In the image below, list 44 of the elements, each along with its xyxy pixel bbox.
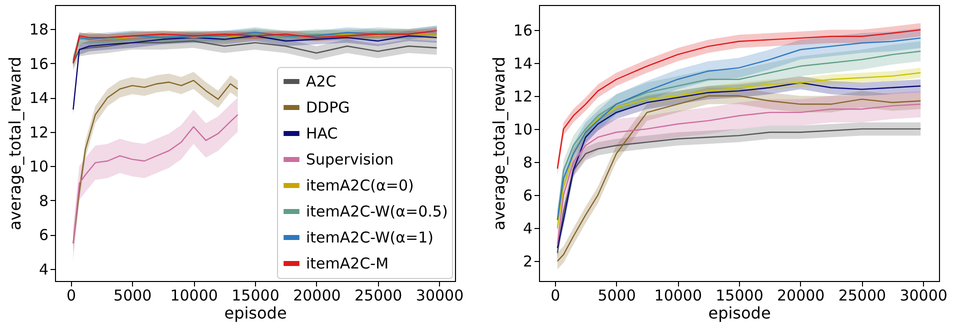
y-tick-label: 8 <box>38 192 48 210</box>
x-tick-label: 25000 <box>354 286 402 304</box>
x-tick-label: 20000 <box>776 286 825 304</box>
x-tick-label: 10000 <box>170 286 218 304</box>
x-axis-title: episode <box>708 304 771 322</box>
legend-label: HAC <box>306 124 338 142</box>
x-tick-label: 15000 <box>232 286 280 304</box>
line-series <box>72 114 238 244</box>
y-tick-label: 12 <box>29 123 48 142</box>
y-tick-label: 2 <box>522 252 532 271</box>
y-axis-title: average_total_reward <box>489 56 508 230</box>
line-series <box>72 40 438 64</box>
y-tick-label: 18 <box>29 20 48 38</box>
y-tick-label: 14 <box>29 89 48 108</box>
legend-label: itemA2C(α=0) <box>306 176 414 194</box>
y-tick-label: 16 <box>513 21 532 40</box>
y-tick-label: 14 <box>513 54 532 72</box>
x-tick-label: 20000 <box>293 286 341 304</box>
x-tick-label: 10000 <box>654 286 702 304</box>
y-tick-label: 10 <box>513 120 532 138</box>
x-axis-title: episode <box>224 304 287 322</box>
x-tick-label: 25000 <box>838 286 886 304</box>
x-tick-label: 0 <box>550 286 560 304</box>
x-tick-label: 30000 <box>900 286 948 304</box>
y-tick-label: 6 <box>522 186 532 205</box>
y-tick-label: 4 <box>38 260 48 278</box>
y-axis-title: average_total_reward <box>5 56 24 230</box>
x-tick-label: 15000 <box>716 286 764 304</box>
legend-label: A2C <box>306 72 336 90</box>
y-tick-label: 4 <box>522 220 532 238</box>
x-tick-label: 30000 <box>416 286 464 304</box>
y-tick-label: 6 <box>38 226 48 244</box>
y-tick-label: 10 <box>29 158 48 176</box>
x-tick-label: 5000 <box>114 286 152 304</box>
y-tick-label: 8 <box>522 154 532 172</box>
legend-label: itemA2C-W(α=0.5) <box>306 202 448 220</box>
legend-label: itemA2C-W(α=1) <box>306 228 434 246</box>
legend-label: DDPG <box>306 98 350 116</box>
legend-label: Supervision <box>306 150 394 168</box>
y-tick-label: 16 <box>29 54 48 73</box>
x-tick-label: 5000 <box>598 286 636 304</box>
y-tick-label: 12 <box>513 87 532 106</box>
x-tick-label: 0 <box>66 286 76 304</box>
legend-label: itemA2C-M <box>306 254 389 272</box>
